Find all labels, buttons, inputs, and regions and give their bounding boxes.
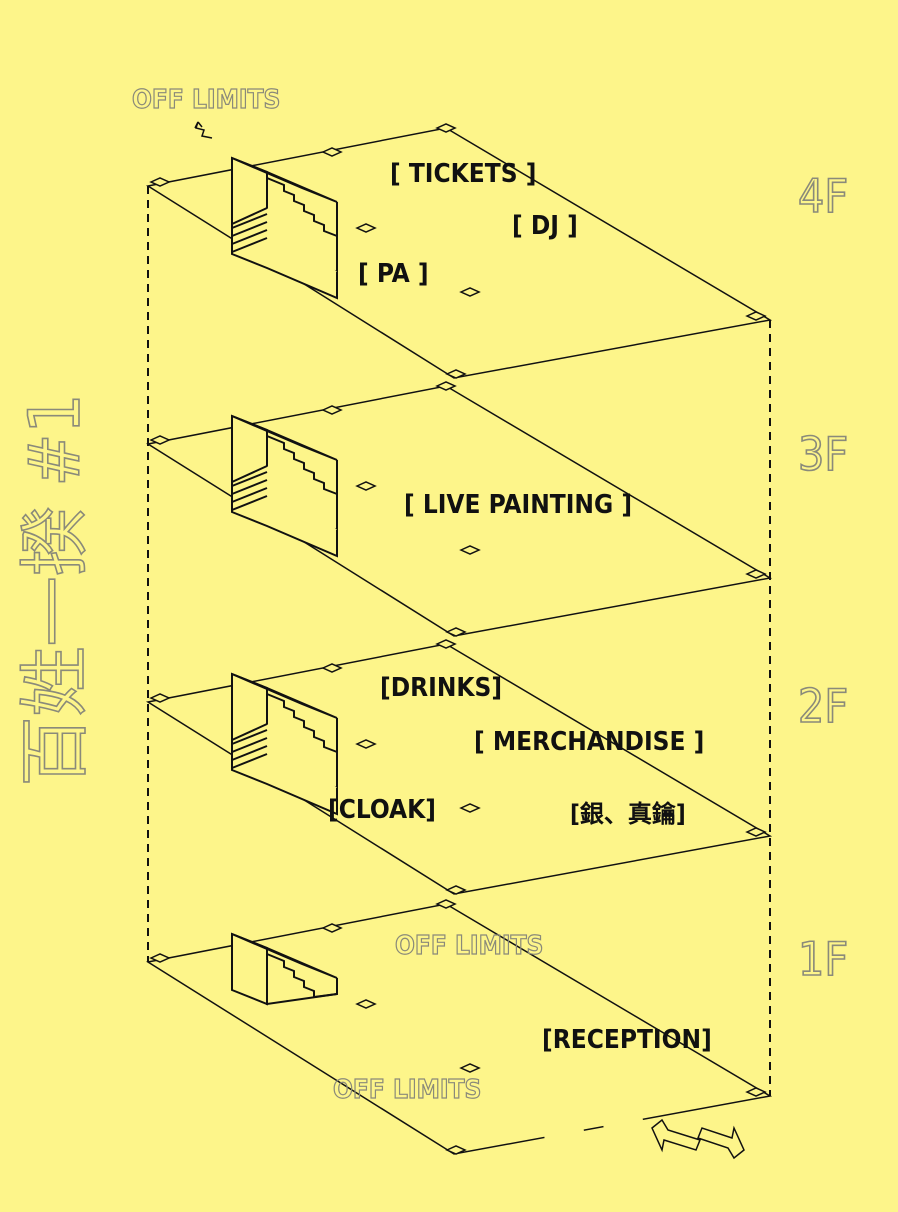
zone-drinks: [DRINKS] [380, 673, 502, 703]
pad-marker [460, 1063, 480, 1073]
staircase-icon [231, 157, 338, 299]
pad-marker [746, 827, 766, 837]
pad-marker [436, 639, 456, 649]
staircase-icon [231, 673, 338, 815]
pad-marker [436, 381, 456, 391]
zone-tickets: [ TICKETS ] [390, 159, 536, 189]
floor-label-4f: 4F [798, 169, 848, 223]
event-title: 百姓一揆 #1 [13, 393, 97, 787]
pad-marker [356, 223, 376, 233]
zone-gin-shinyaku: [銀、真鑰] [570, 800, 686, 828]
floor-label-2f: 2F [798, 679, 848, 733]
svg-text:百姓一揆 #1: 百姓一揆 #1 [14, 394, 96, 787]
zone-live-painting: [ LIVE PAINTING ] [404, 490, 632, 520]
staircase-icon [231, 933, 338, 1005]
pad-marker [746, 311, 766, 321]
pad-marker [356, 481, 376, 491]
off-limits-top: OFF LIMITS [132, 85, 280, 115]
up-arrow-icon [194, 121, 213, 139]
pad-marker [460, 803, 480, 813]
zone-dj: [ DJ ] [512, 211, 578, 241]
pad-marker [746, 1087, 766, 1097]
staircase-icon [231, 415, 338, 557]
off-limits-1f-back: OFF LIMITS [395, 931, 543, 961]
pad-marker [460, 545, 480, 555]
pad-marker [746, 569, 766, 579]
zone-cloak: [CLOAK] [328, 795, 436, 825]
pad-marker [356, 739, 376, 749]
pad-marker [436, 899, 456, 909]
pad-marker [436, 123, 456, 133]
floor-label-1f: 1F [798, 932, 848, 986]
pad-marker [460, 287, 480, 297]
entrance-gap [455, 1094, 771, 1156]
entrance-arrows-icon [651, 1118, 745, 1160]
zone-merchandise: [ MERCHANDISE ] [474, 727, 704, 757]
floor-labels: 4F 3F 2F 1F [797, 168, 849, 987]
floor-plate-2f [145, 639, 773, 895]
vertical-guides [147, 186, 771, 1096]
off-limits-1f-front: OFF LIMITS [333, 1075, 481, 1105]
floor-label-3f: 3F [798, 427, 848, 481]
pad-marker [356, 999, 376, 1009]
zone-reception: [RECEPTION] [542, 1025, 712, 1055]
zone-pa: [ PA ] [358, 259, 429, 289]
